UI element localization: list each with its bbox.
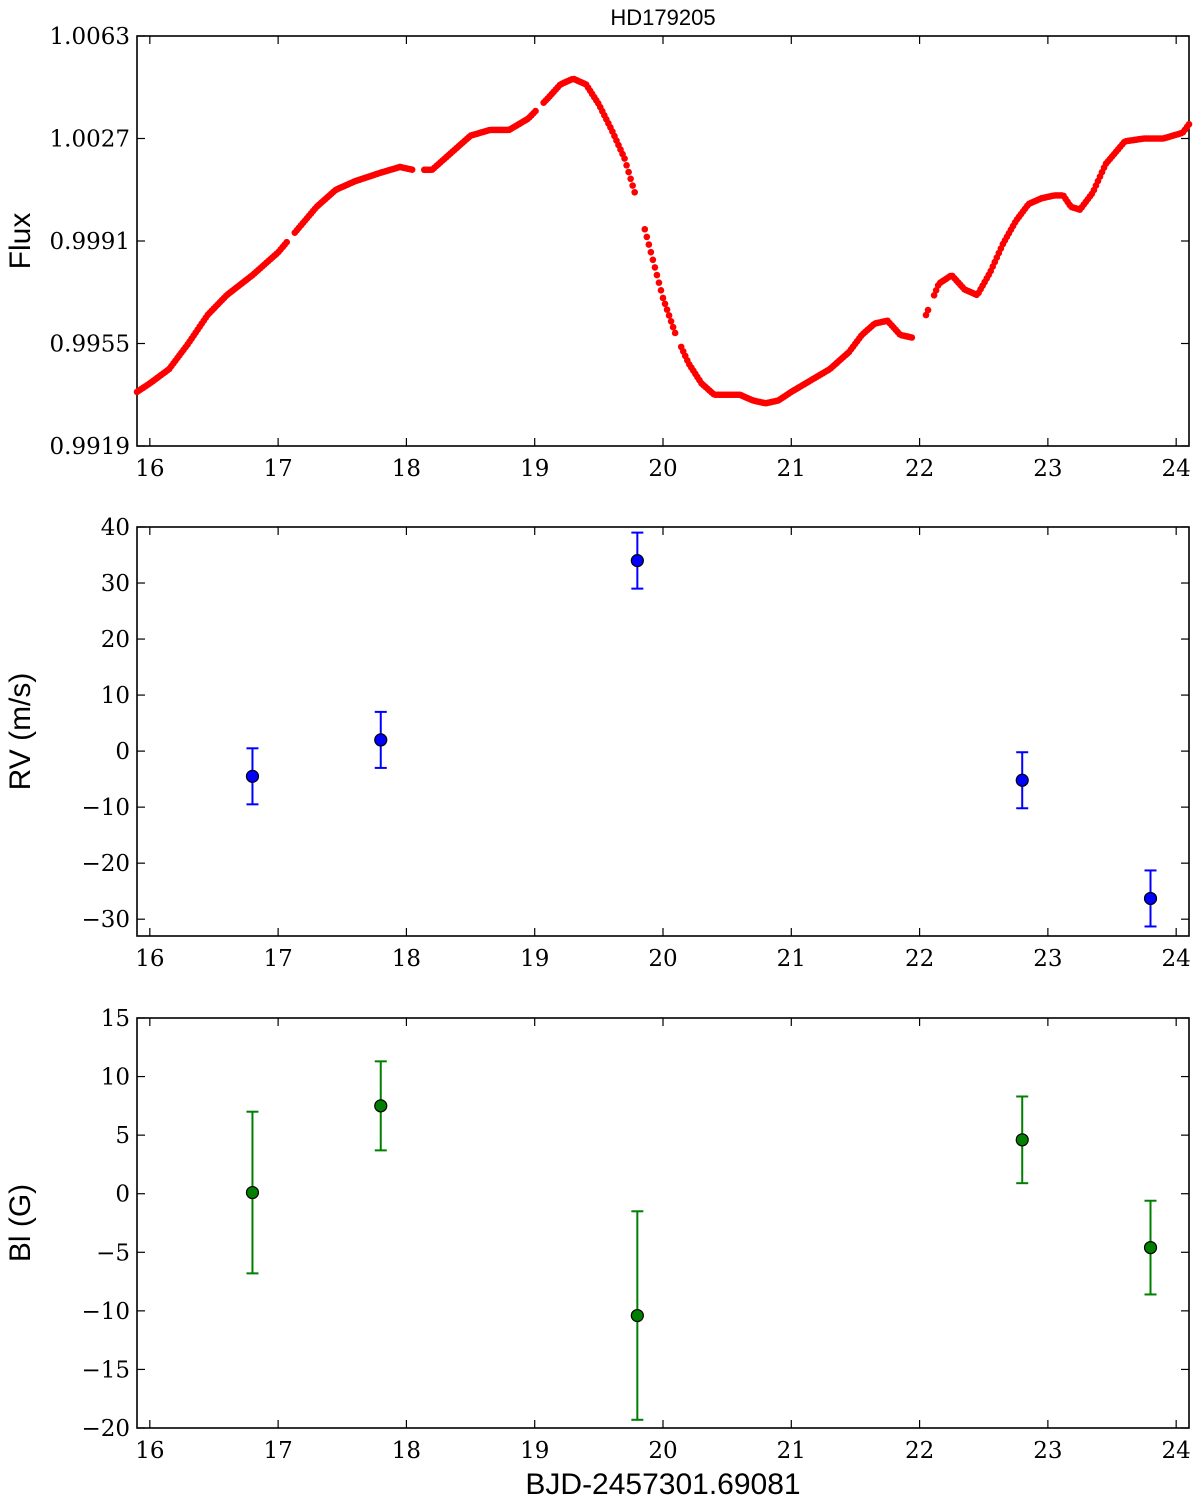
flux-y-axis-label: Flux [4,213,37,270]
flux-data-point [621,155,628,162]
flux-data-point [663,306,671,313]
rv-data-point [630,554,644,568]
flux-data-point [629,182,636,189]
flux-data-point [627,175,634,183]
flux-data-point [659,294,667,302]
rv-y-tick-label: −30 [81,907,130,933]
flux-data-point [623,162,630,169]
bl-x-tick-label: 16 [135,1438,164,1464]
flux-data-point [655,279,663,286]
rv-x-tick-label: 22 [905,946,934,972]
flux-data-point [408,166,416,173]
flux-data-point [922,311,930,319]
rv-data-point [245,769,260,783]
flux-data-point [641,225,649,233]
chart-title: HD179205 [610,5,715,30]
flux-data-point [657,287,665,294]
flux-data-point [1185,120,1193,128]
flux-data-point [671,329,679,337]
bl-y-tick-label: −15 [81,1357,130,1383]
flux-y-tick-label: 1.0063 [50,24,130,50]
rv-x-tick-label: 24 [1162,946,1191,972]
flux-data-point [645,241,653,248]
bl-data-point [1143,1240,1158,1255]
flux-data-point [667,317,675,325]
flux-data-point [653,271,661,279]
bl-x-tick-label: 24 [1162,1438,1191,1464]
bl-x-tick-label: 21 [777,1438,806,1464]
x-axis-label: BJD-2457301.69081 [525,1468,800,1501]
flux-data-point [932,287,940,294]
rv-x-tick-label: 23 [1033,946,1062,972]
flux-y-tick-label: 0.9955 [50,332,130,358]
rv-panel: 16 17 18 19 20 21 22 23 24 −30 −20 −10 0 10 20 30 40 RV (… [4,515,1191,972]
flux-data-point [669,323,677,331]
rv-data-point [1015,773,1029,787]
flux-y-tick-label: 1.0027 [50,127,130,153]
rv-y-tick-label: 40 [101,515,130,541]
flux-data-point [643,233,651,241]
bl-x-tick-label: 22 [905,1438,934,1464]
rv-y-tick-label: −20 [81,851,130,877]
flux-x-tick-label: 23 [1033,456,1062,482]
bl-y-tick-label: 0 [115,1182,130,1208]
rv-y-tick-label: 10 [101,683,130,709]
flux-data-point [651,264,659,271]
bl-x-tick-label: 20 [648,1438,677,1464]
flux-data-point [283,238,291,246]
bl-y-tick-label: −5 [96,1240,130,1266]
rv-x-tick-label: 17 [263,946,292,972]
bl-data-point [630,1308,644,1323]
flux-x-tick-label: 18 [392,456,421,482]
rv-x-tick-label: 18 [392,946,421,972]
flux-data-point [930,291,938,299]
flux-data-point [631,188,638,196]
rv-data-point [1143,891,1158,906]
rv-y-tick-label: 20 [101,627,130,653]
flux-data-point [649,256,657,264]
flux-panel: 16 17 18 19 20 21 22 23 24 0.9919 0.9955 0.9991 1.00… [4,24,1193,482]
bl-x-tick-label: 17 [263,1438,292,1464]
rv-y-tick-label: −10 [81,795,130,821]
flux-data-point [532,107,539,115]
rv-x-tick-label: 21 [777,946,806,972]
flux-y-tick-label: 0.9991 [50,229,130,255]
flux-data-point [908,334,916,341]
bl-data-point [1015,1133,1029,1147]
bl-y-tick-label: 5 [115,1123,130,1149]
bl-y-tick-label: 10 [101,1065,130,1091]
flux-y-tick-label: 0.9919 [50,434,130,460]
flux-x-tick-label: 17 [263,456,292,482]
flux-data-point [661,300,669,308]
bl-x-tick-label: 18 [392,1438,421,1464]
rv-x-tick-label: 16 [135,946,164,972]
flux-data-point [665,312,673,319]
flux-x-tick-label: 20 [648,456,677,482]
rv-y-tick-label: 0 [115,739,130,765]
flux-data-point [625,168,632,176]
flux-x-tick-label: 24 [1162,456,1191,482]
bl-y-tick-label: −10 [81,1299,130,1325]
bl-x-tick-label: 19 [520,1438,549,1464]
bl-data-point [374,1099,388,1113]
flux-x-tick-label: 21 [777,456,806,482]
bl-panel: 16 17 18 19 20 21 22 23 24 −20 −15 −10 −5 0 5 10 15 Bl (G… [4,1006,1191,1464]
bl-y-tick-label: −20 [81,1416,130,1442]
rv-x-tick-label: 19 [520,946,549,972]
flux-x-tick-label: 16 [135,456,164,482]
rv-x-tick-label: 20 [648,946,677,972]
bl-data-point [245,1185,260,1200]
flux-data-point [924,306,932,314]
bl-y-axis-label: Bl (G) [4,1184,37,1262]
rv-data-point [374,733,388,747]
flux-x-tick-label: 22 [905,456,934,482]
flux-data-point [647,248,655,256]
bl-y-tick-label: 15 [101,1006,130,1032]
rv-y-tick-label: 30 [101,571,130,597]
bl-x-tick-label: 23 [1033,1438,1062,1464]
rv-y-axis-label: RV (m/s) [4,673,37,791]
flux-x-tick-label: 19 [520,456,549,482]
